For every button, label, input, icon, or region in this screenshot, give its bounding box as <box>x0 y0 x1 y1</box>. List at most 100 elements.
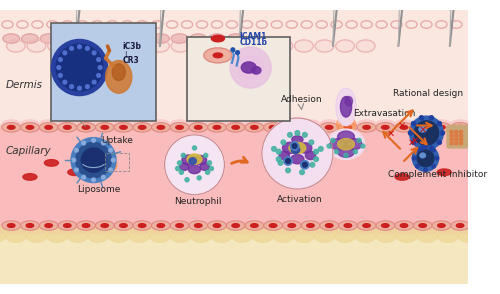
Ellipse shape <box>23 174 37 180</box>
Ellipse shape <box>376 123 394 132</box>
Circle shape <box>192 146 196 150</box>
Circle shape <box>262 118 333 189</box>
Ellipse shape <box>208 123 227 132</box>
Ellipse shape <box>344 224 352 228</box>
Text: Complement inhibitor: Complement inhibitor <box>388 170 487 179</box>
Ellipse shape <box>108 225 130 242</box>
Text: ✕: ✕ <box>418 125 427 135</box>
Ellipse shape <box>130 40 148 52</box>
Text: iC3b: iC3b <box>122 42 142 51</box>
Ellipse shape <box>64 126 71 129</box>
Ellipse shape <box>289 142 306 153</box>
Circle shape <box>432 165 436 168</box>
Ellipse shape <box>157 126 164 129</box>
Ellipse shape <box>194 126 202 129</box>
Ellipse shape <box>419 126 426 129</box>
Ellipse shape <box>314 225 336 242</box>
Circle shape <box>208 161 212 165</box>
Ellipse shape <box>20 123 40 132</box>
Ellipse shape <box>294 40 314 52</box>
Ellipse shape <box>40 123 58 132</box>
Ellipse shape <box>394 120 414 131</box>
Ellipse shape <box>232 126 239 129</box>
Circle shape <box>180 170 184 174</box>
Ellipse shape <box>436 225 459 242</box>
Circle shape <box>284 157 292 165</box>
Ellipse shape <box>150 40 170 52</box>
Ellipse shape <box>46 225 68 242</box>
Circle shape <box>82 148 106 172</box>
Circle shape <box>460 138 462 141</box>
Ellipse shape <box>288 224 296 228</box>
Ellipse shape <box>194 156 206 165</box>
Circle shape <box>410 116 444 150</box>
Ellipse shape <box>419 224 426 228</box>
Ellipse shape <box>375 120 396 131</box>
Ellipse shape <box>356 40 375 52</box>
Ellipse shape <box>354 225 377 242</box>
Circle shape <box>92 178 96 182</box>
Ellipse shape <box>270 126 277 129</box>
Ellipse shape <box>48 40 66 52</box>
Ellipse shape <box>133 221 152 230</box>
Circle shape <box>412 121 416 126</box>
FancyBboxPatch shape <box>447 126 468 148</box>
Ellipse shape <box>22 34 38 43</box>
Ellipse shape <box>96 123 114 132</box>
Ellipse shape <box>188 120 208 131</box>
Circle shape <box>278 161 283 165</box>
Ellipse shape <box>252 225 274 242</box>
Circle shape <box>63 51 66 55</box>
FancyBboxPatch shape <box>187 37 290 121</box>
Bar <box>104 153 129 171</box>
Circle shape <box>86 46 89 50</box>
Ellipse shape <box>382 126 389 129</box>
Circle shape <box>276 149 281 154</box>
Ellipse shape <box>134 34 150 43</box>
Circle shape <box>286 168 290 173</box>
Ellipse shape <box>190 34 206 43</box>
Ellipse shape <box>396 225 418 242</box>
Circle shape <box>56 44 103 91</box>
Ellipse shape <box>2 221 21 230</box>
Ellipse shape <box>40 34 57 43</box>
Ellipse shape <box>363 224 370 228</box>
Ellipse shape <box>245 221 264 230</box>
Ellipse shape <box>176 224 184 228</box>
Circle shape <box>424 168 427 171</box>
Ellipse shape <box>270 224 277 228</box>
Ellipse shape <box>96 221 114 230</box>
Ellipse shape <box>315 40 334 52</box>
Ellipse shape <box>189 123 208 132</box>
Ellipse shape <box>210 225 233 242</box>
Circle shape <box>354 150 358 154</box>
Ellipse shape <box>338 146 354 157</box>
Ellipse shape <box>176 126 184 129</box>
Ellipse shape <box>128 225 150 242</box>
Ellipse shape <box>45 224 52 228</box>
Ellipse shape <box>26 126 34 129</box>
Ellipse shape <box>292 136 303 143</box>
Ellipse shape <box>326 224 333 228</box>
Ellipse shape <box>238 56 264 79</box>
Ellipse shape <box>298 143 312 153</box>
Bar <box>0 233 468 285</box>
Ellipse shape <box>114 123 133 132</box>
Ellipse shape <box>227 34 244 43</box>
Ellipse shape <box>412 120 433 131</box>
Ellipse shape <box>192 40 210 52</box>
Ellipse shape <box>82 126 90 129</box>
Ellipse shape <box>326 126 333 129</box>
Ellipse shape <box>94 120 115 131</box>
Ellipse shape <box>171 40 190 52</box>
Ellipse shape <box>204 48 232 63</box>
Circle shape <box>361 144 365 148</box>
Circle shape <box>92 51 96 55</box>
Ellipse shape <box>272 225 294 242</box>
Circle shape <box>318 146 323 151</box>
Ellipse shape <box>132 120 152 131</box>
Ellipse shape <box>363 126 370 129</box>
Ellipse shape <box>282 221 301 230</box>
Ellipse shape <box>395 174 409 180</box>
Ellipse shape <box>113 120 134 131</box>
